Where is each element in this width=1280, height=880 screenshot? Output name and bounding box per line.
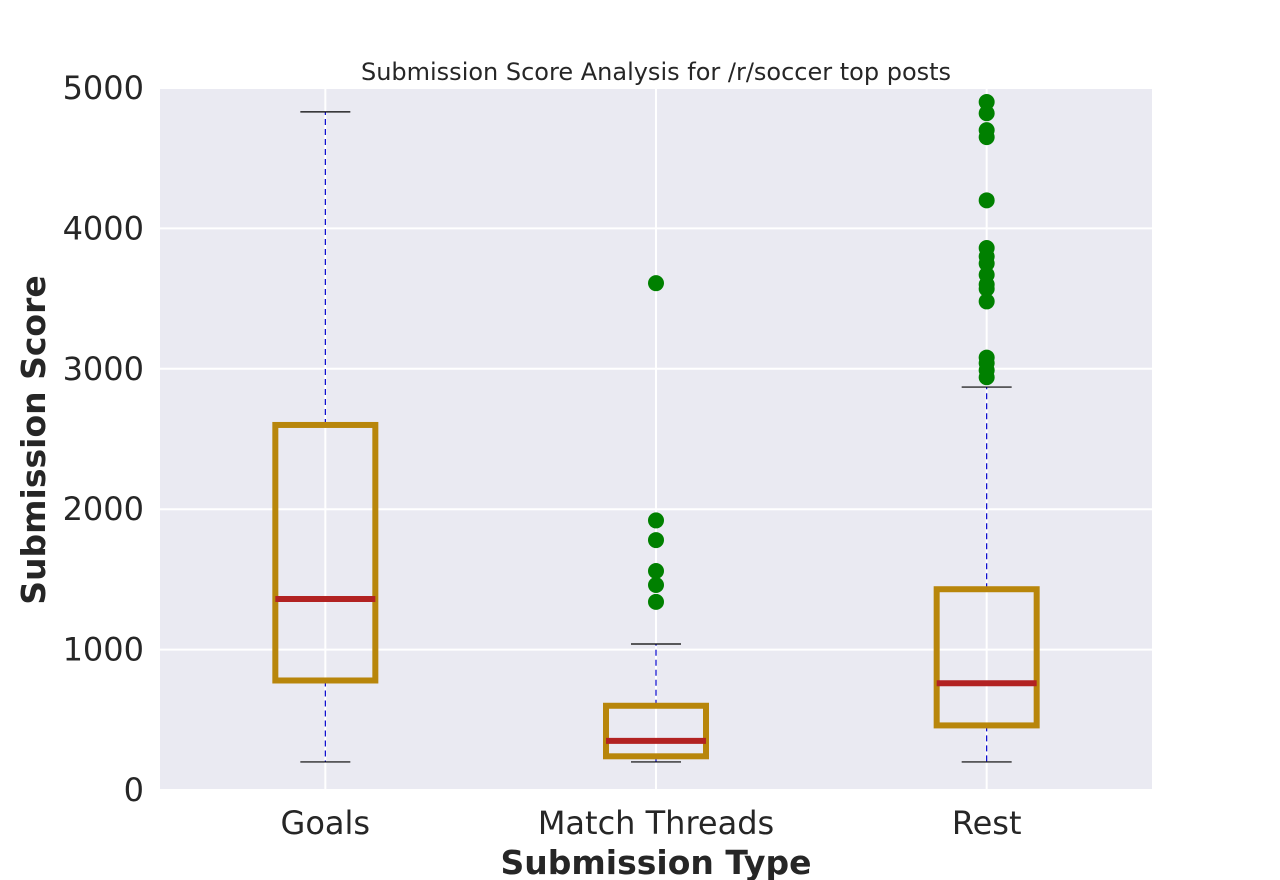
y-tick-labels: 0 1000 2000 3000 4000 5000: [63, 69, 144, 809]
iqr-box: [933, 586, 1040, 729]
y-tick-label: 3000: [63, 350, 144, 388]
iqr-box: [603, 702, 709, 760]
x-axis-label: Submission Type: [501, 843, 812, 880]
outlier-point: [648, 275, 664, 292]
box-group: [272, 111, 379, 763]
outlier-point: [978, 105, 995, 122]
y-tick-label: 1000: [63, 631, 144, 669]
outlier-point: [978, 122, 995, 139]
box-group: [603, 275, 709, 763]
box-series: [272, 94, 1040, 763]
outlier-point: [648, 532, 664, 549]
outlier-point: [978, 266, 995, 283]
outlier-point: [978, 240, 995, 257]
y-tick-label: 0: [124, 771, 144, 809]
box-group: [933, 94, 1040, 763]
outlier-point: [648, 562, 664, 579]
outlier-point: [978, 192, 995, 209]
x-tick-label: Match Threads: [538, 804, 774, 842]
outlier-point: [978, 293, 995, 310]
outlier-point: [978, 94, 995, 111]
x-tick-label: Goals: [281, 804, 371, 842]
chart-title: Submission Score Analysis for /r/soccer …: [361, 58, 951, 86]
y-tick-label: 2000: [63, 490, 144, 528]
outlier-point: [648, 593, 664, 610]
outlier-point: [648, 512, 664, 529]
outlier-point: [978, 349, 995, 366]
x-tick-labels: Goals Match Threads Rest: [281, 804, 1022, 842]
x-tick-label: Rest: [952, 804, 1022, 842]
y-tick-label: 5000: [63, 69, 144, 107]
iqr-box: [272, 421, 379, 684]
outlier-point: [648, 577, 664, 594]
y-axis-label: Submission Score: [14, 275, 53, 604]
y-tick-label: 4000: [63, 209, 144, 247]
